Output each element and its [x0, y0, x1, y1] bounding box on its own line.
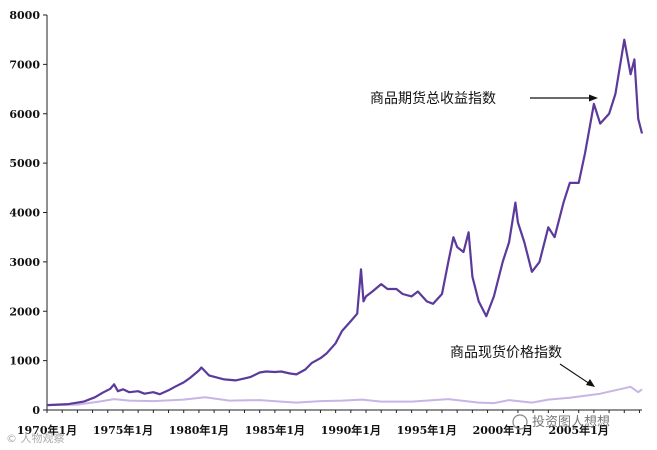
x-tick-label: 1975年1月 — [93, 423, 153, 437]
annotation-spot-arrow — [559, 363, 591, 385]
annotation-spot-label: 商品现货价格指数 — [450, 344, 562, 361]
y-tick-label: 3000 — [9, 256, 40, 269]
annotation-futures-label: 商品期货总收益指数 — [370, 90, 496, 107]
x-tick-label: 2005年1月 — [549, 423, 609, 437]
y-tick-label: 2000 — [9, 305, 40, 318]
x-tick-label: 2000年1月 — [473, 423, 533, 437]
x-tick-label: 1985年1月 — [245, 423, 305, 437]
watermark-text: 投资图人想想 — [532, 414, 610, 430]
y-tick-label: 7000 — [9, 58, 40, 71]
watermark: 投资图人想想 — [512, 414, 610, 430]
x-ticks: 1970年1月 1975年1月 1980年1月 1985年1月 1990年1月 1995年… — [17, 410, 640, 437]
y-tick-label: 6000 — [9, 108, 40, 121]
annotation-futures-arrowhead — [589, 94, 598, 102]
x-tick-label: 1970年1月 — [17, 423, 77, 437]
x-tick-label: 1995年1月 — [397, 423, 457, 437]
watermark-left: © 人物观察 — [6, 431, 65, 445]
series-line-futures-total-return — [46, 38, 644, 407]
annotation-spot: 商品现货价格指数 — [450, 344, 595, 387]
y-tick-label: 8000 — [9, 9, 40, 22]
y-tick-label: 1000 — [9, 355, 40, 368]
series-lines — [46, 38, 644, 407]
x-tick-label: 1990年1月 — [321, 423, 381, 437]
y-tick-label: 4000 — [9, 207, 40, 220]
y-tick-label: 5000 — [9, 157, 40, 170]
series-line-spot-price — [46, 385, 643, 407]
watermark-icon — [512, 414, 528, 430]
x-tick-label: 1980年1月 — [169, 423, 229, 437]
annotation-futures: 商品期货总收益指数 — [370, 90, 598, 107]
annotation-spot-arrowhead — [586, 379, 595, 387]
y-ticks: 0 1000 2000 3000 4000 5000 6000 7000 8000 — [9, 9, 47, 417]
y-tick-label: 0 — [32, 404, 40, 417]
